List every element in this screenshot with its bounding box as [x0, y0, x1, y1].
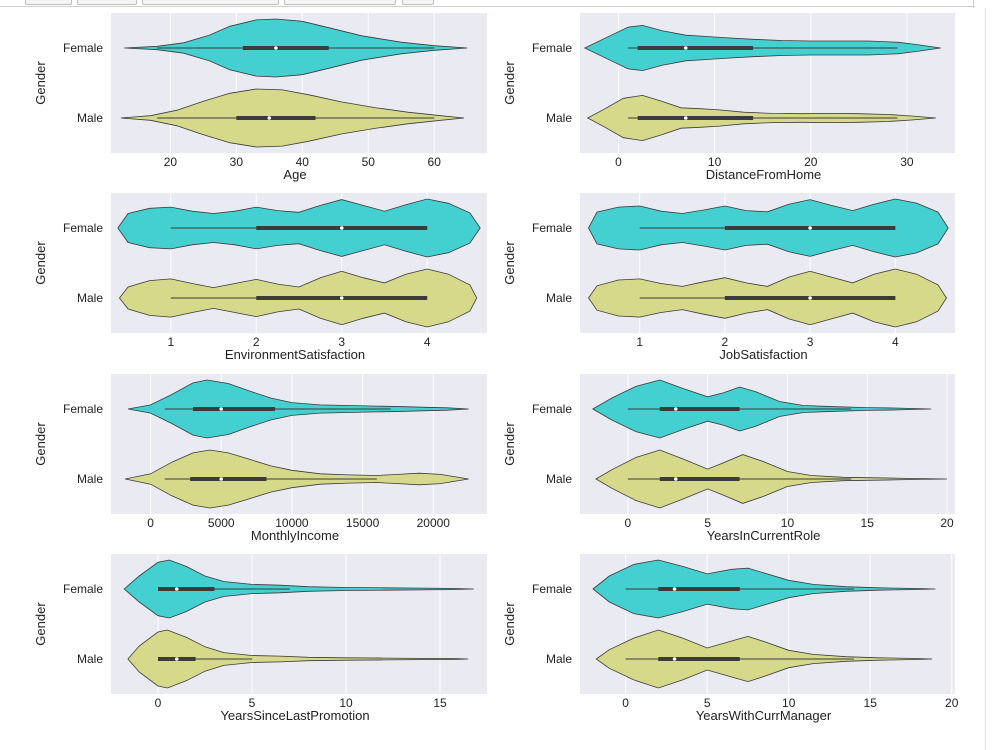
chart-environmentsatisfaction-ytick-label: Male	[77, 291, 103, 305]
chart-jobsatisfaction-xtick-label: 3	[807, 335, 814, 349]
chart-distancefromhome-ytick-label: Female	[532, 41, 572, 55]
chart-yearsincurrentrole-ytick-label: Female	[532, 402, 572, 416]
chart-distancefromhome-xtick-label: 30	[900, 155, 914, 169]
chart-monthlyincome-xtick-label: 5000	[208, 516, 235, 530]
chart-monthlyincome-ytick-label: Male	[77, 472, 103, 486]
chart-jobsatisfaction-median-female	[808, 226, 812, 230]
chart-age-xtick-label: 60	[428, 155, 442, 169]
chart-yearssincelastpromotion-violin-female	[123, 559, 474, 619]
toolbar-divider	[0, 6, 975, 7]
chart-yearswithcurrmanager-ytick-label: Female	[532, 582, 572, 596]
chart-yearswithcurrmanager-xlabel: YearsWithCurrManager	[696, 708, 832, 723]
chart-yearssincelastpromotion-xtick-label: 5	[249, 696, 256, 710]
chart-distancefromhome-ylabel: Gender	[502, 61, 517, 105]
toolbar-tab[interactable]	[402, 0, 434, 5]
chart-yearssincelastpromotion-xtick-label: 10	[339, 696, 353, 710]
chart-distancefromhome-ytick-label: Male	[546, 111, 572, 125]
chart-monthlyincome-median-male	[219, 477, 224, 481]
chart-yearsincurrentrole-xtick-label: 20	[940, 516, 954, 530]
chart-age-median-male	[267, 116, 272, 120]
chart-environmentsatisfaction-median-female	[339, 226, 344, 230]
chart-environmentsatisfaction-ylabel: Gender	[33, 241, 48, 285]
chart-yearswithcurrmanager-ylabel: Gender	[502, 602, 517, 646]
chart-yearsincurrentrole-xtick-label: 0	[625, 516, 632, 530]
chart-yearsincurrentrole-median-male	[673, 477, 678, 481]
chart-yearsincurrentrole-median-female	[673, 407, 678, 411]
chart-environmentsatisfaction-xtick-label: 4	[424, 335, 431, 349]
chart-age-ytick-label: Female	[63, 41, 103, 55]
chart-yearsincurrentrole-xtick-label: 5	[704, 516, 711, 530]
chart-yearsincurrentrole-ylabel: Gender	[502, 422, 517, 466]
toolbar-tab[interactable]	[25, 0, 72, 5]
chart-yearswithcurrmanager-xtick-label: 5	[704, 696, 711, 710]
chart-jobsatisfaction-ylabel: Gender	[502, 241, 517, 285]
chart-yearssincelastpromotion-median-female	[175, 587, 179, 591]
chart-environmentsatisfaction-xlabel: EnvironmentSatisfaction	[225, 347, 365, 362]
chart-yearswithcurrmanager-median-male	[672, 657, 677, 661]
chart-environmentsatisfaction-median-male	[339, 296, 344, 300]
chart-environmentsatisfaction-xtick-label: 1	[167, 335, 174, 349]
chart-jobsatisfaction-xtick-label: 2	[722, 335, 729, 349]
chart-jobsatisfaction-ytick-label: Female	[532, 221, 572, 235]
toolbar-tab[interactable]	[284, 0, 396, 5]
chart-monthlyincome-ytick-label: Female	[63, 402, 103, 416]
chart-yearsincurrentrole-xtick-label: 10	[781, 516, 795, 530]
chart-age-xtick-label: 30	[230, 155, 244, 169]
chart-distancefromhome-xtick-label: 0	[615, 155, 622, 169]
chart-distancefromhome-median-male	[683, 116, 688, 120]
chart-monthlyincome-xlabel: MonthlyIncome	[251, 528, 339, 543]
toolbar-edge	[973, 0, 974, 8]
chart-age-ylabel: Gender	[33, 61, 48, 105]
chart-monthlyincome-xtick-label: 0	[147, 516, 154, 530]
chart-distancefromhome-xtick-label: 20	[804, 155, 818, 169]
window-top-strip	[0, 0, 1000, 8]
scroll-track	[985, 8, 986, 750]
chart-age-ytick-label: Male	[77, 111, 103, 125]
chart-monthlyincome-xtick-label: 15000	[346, 516, 380, 530]
chart-distancefromhome-xlabel: DistanceFromHome	[706, 167, 822, 182]
chart-jobsatisfaction-xlabel: JobSatisfaction	[719, 347, 807, 362]
toolbar-tab[interactable]	[142, 0, 279, 5]
chart-yearswithcurrmanager-xtick-label: 15	[864, 696, 878, 710]
chart-jobsatisfaction-xtick-label: 1	[636, 335, 643, 349]
chart-environmentsatisfaction-xtick-label: 2	[253, 335, 260, 349]
chart-yearssincelastpromotion-ytick-label: Female	[63, 582, 103, 596]
chart-yearsincurrentrole-xlabel: YearsInCurrentRole	[707, 528, 821, 543]
chart-monthlyincome-xtick-label: 10000	[275, 516, 309, 530]
chart-yearswithcurrmanager-ytick-label: Male	[546, 652, 572, 666]
chart-yearssincelastpromotion-violin-male	[127, 629, 469, 689]
chart-yearssincelastpromotion-xtick-label: 0	[155, 696, 162, 710]
chart-monthlyincome-ylabel: Gender	[33, 422, 48, 466]
chart-yearssincelastpromotion-ytick-label: Male	[77, 652, 103, 666]
chart-age-xtick-label: 20	[164, 155, 178, 169]
chart-age-xlabel: Age	[283, 167, 306, 182]
chart-age-median-female	[274, 46, 278, 50]
chart-environmentsatisfaction-xtick-label: 3	[338, 335, 345, 349]
chart-age-xtick-label: 40	[296, 155, 310, 169]
chart-monthlyincome-xtick-label: 20000	[417, 516, 451, 530]
chart-jobsatisfaction-xtick-label: 4	[892, 335, 899, 349]
chart-yearssincelastpromotion-xlabel: YearsSinceLastPromotion	[220, 708, 369, 723]
chart-yearswithcurrmanager-median-female	[672, 587, 677, 591]
chart-yearsincurrentrole-ytick-label: Male	[546, 472, 572, 486]
chart-jobsatisfaction-median-male	[808, 296, 812, 300]
chart-distancefromhome-median-female	[683, 46, 688, 50]
chart-yearssincelastpromotion-ylabel: Gender	[33, 602, 48, 646]
chart-yearswithcurrmanager-xtick-label: 20	[945, 696, 959, 710]
chart-distancefromhome-xtick-label: 10	[708, 155, 722, 169]
chart-environmentsatisfaction-ytick-label: Female	[63, 221, 103, 235]
chart-yearssincelastpromotion-median-male	[175, 657, 179, 661]
chart-age-xtick-label: 50	[362, 155, 376, 169]
chart-yearswithcurrmanager-xtick-label: 10	[782, 696, 796, 710]
chart-jobsatisfaction-ytick-label: Male	[546, 291, 572, 305]
chart-yearswithcurrmanager-xtick-label: 0	[622, 696, 629, 710]
chart-yearsincurrentrole-xtick-label: 15	[861, 516, 875, 530]
chart-monthlyincome-median-female	[219, 407, 224, 411]
toolbar-tab[interactable]	[77, 0, 137, 5]
chart-yearssincelastpromotion-xtick-label: 15	[433, 696, 447, 710]
